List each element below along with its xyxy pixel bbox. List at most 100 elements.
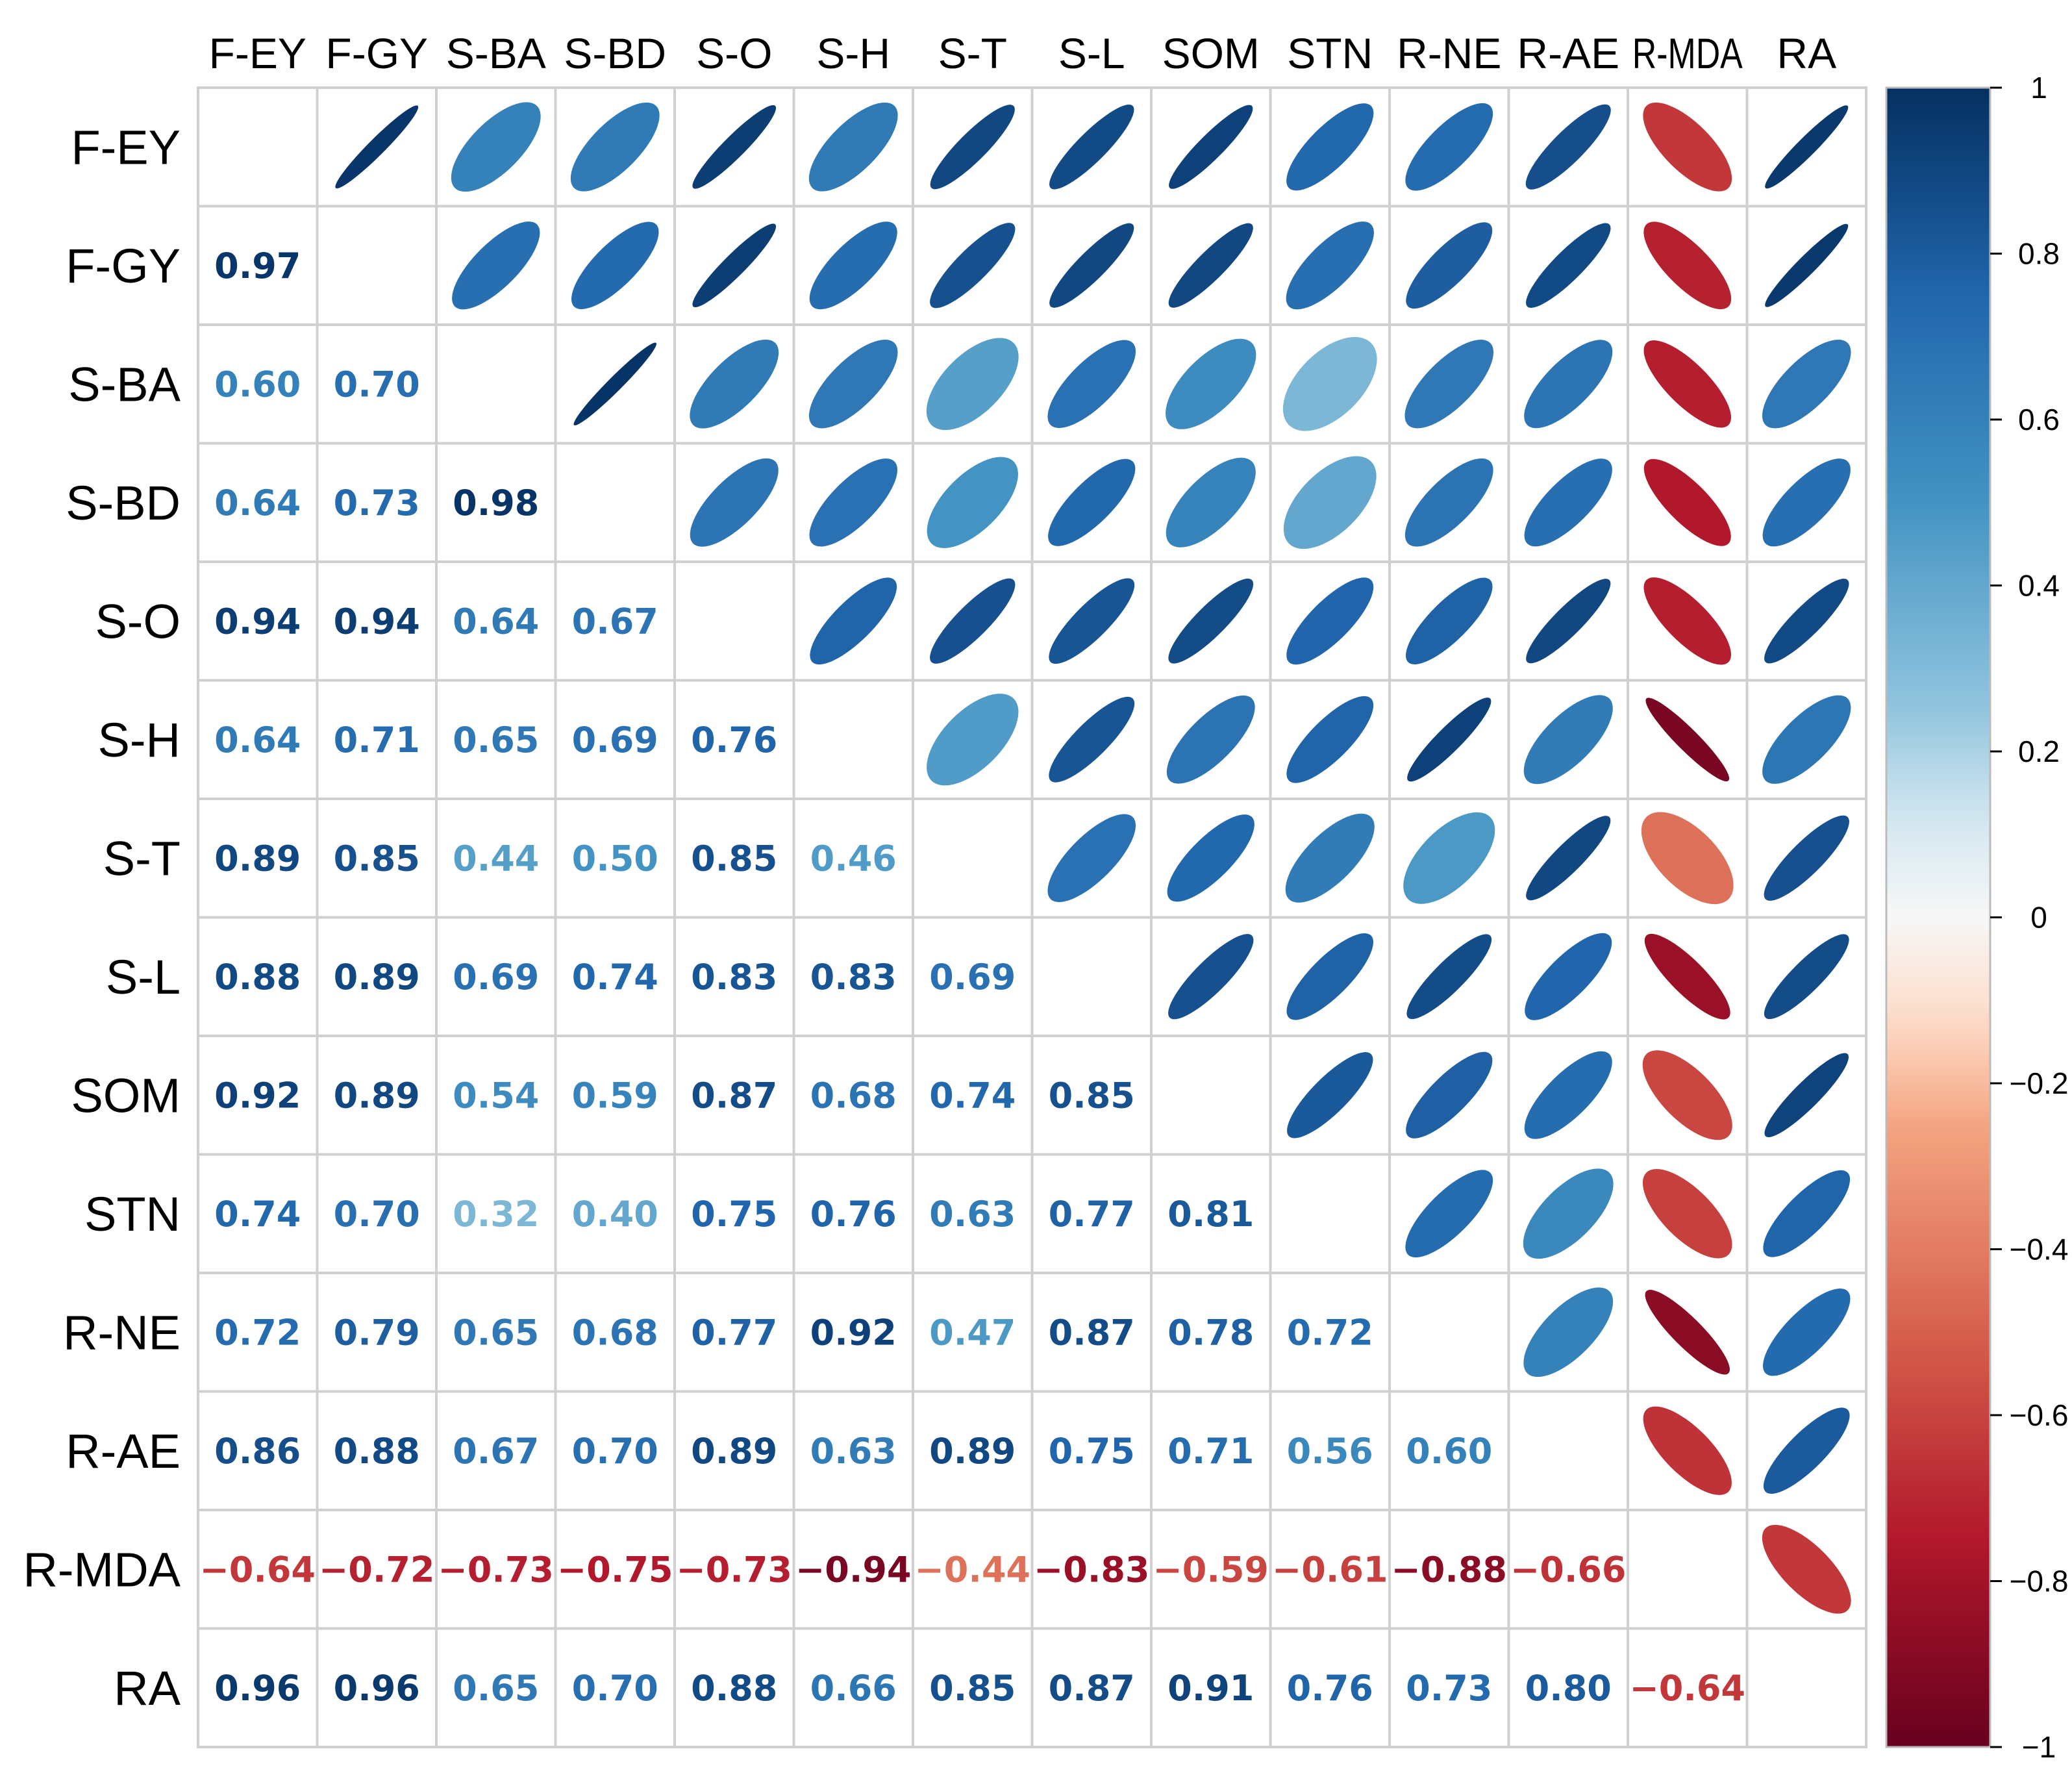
corr-ellipse-F-EY-R-NE bbox=[1405, 103, 1493, 191]
corr-value-R-AE-S-BA: 0.67 bbox=[453, 1431, 539, 1472]
corr-value-R-MDA-F-EY: −0.64 bbox=[200, 1549, 316, 1590]
corr-ellipse-S-T-R-MDA bbox=[1641, 812, 1734, 905]
colorbar-tick-label: −0.2 bbox=[2010, 1066, 2069, 1100]
corr-value-RA-S-H: 0.66 bbox=[810, 1668, 897, 1709]
colorbar: 1 0.8 0.6 0.4 0.2 0 −0.2 −0.4 −0.6 −0.8 −1 bbox=[1885, 71, 2069, 1764]
corr-value-S-BD-S-BA: 0.98 bbox=[453, 483, 539, 523]
corr-value-S-T-S-O: 0.85 bbox=[691, 838, 777, 879]
corr-ellipse-S-BD-S-H bbox=[809, 458, 898, 547]
corr-ellipse-S-BA-S-T bbox=[926, 338, 1019, 431]
corr-value-R-MDA-STN: −0.61 bbox=[1272, 1549, 1388, 1590]
corr-ellipse-F-GY-SOM bbox=[1168, 223, 1253, 308]
cell-S-T-F-EY bbox=[197, 798, 319, 919]
corr-value-R-NE-F-GY: 0.79 bbox=[334, 1312, 420, 1353]
corr-value-RA-F-GY: 0.96 bbox=[334, 1668, 420, 1709]
corr-value-R-MDA-S-H: −0.94 bbox=[795, 1549, 911, 1590]
corr-ellipse-S-BD-S-L bbox=[1048, 459, 1136, 546]
column-label-STN: STN bbox=[1287, 29, 1373, 77]
cell-S-L-S-O bbox=[673, 916, 795, 1037]
cell-STN-F-EY bbox=[197, 1153, 319, 1274]
corr-value-S-O-F-EY: 0.94 bbox=[214, 601, 301, 642]
corr-value-R-MDA-F-GY: −0.72 bbox=[319, 1549, 434, 1590]
corr-value-R-NE-F-EY: 0.72 bbox=[214, 1312, 301, 1353]
column-label-R-AE: R-AE bbox=[1517, 29, 1619, 77]
row-labels: F-EY F-GY S-BA S-BD S-O S-H S-T S-L SOM STN R-NE R-… bbox=[23, 120, 181, 1715]
cell-R-AE-R-AE bbox=[1507, 1390, 1629, 1511]
corr-ellipse-F-GY-R-AE bbox=[1526, 223, 1611, 308]
corr-ellipse-S-O-S-H bbox=[810, 577, 897, 665]
column-label-F-EY: F-EY bbox=[209, 29, 306, 77]
corr-value-R-NE-S-BA: 0.65 bbox=[453, 1312, 539, 1353]
corr-ellipse-S-H-S-T bbox=[927, 694, 1019, 786]
corr-value-S-BD-F-EY: 0.64 bbox=[214, 483, 301, 523]
corr-value-R-AE-S-BD: 0.70 bbox=[572, 1431, 658, 1472]
corr-ellipse-S-T-RA bbox=[1764, 815, 1849, 901]
corr-value-STN-F-EY: 0.74 bbox=[214, 1194, 301, 1235]
cell-S-H-S-BA bbox=[435, 679, 557, 800]
corr-ellipse-F-EY-STN bbox=[1286, 103, 1374, 191]
corr-value-S-T-S-BA: 0.44 bbox=[453, 838, 539, 879]
corr-value-STN-S-BD: 0.40 bbox=[572, 1194, 658, 1235]
cell-S-BD-S-BA bbox=[435, 442, 557, 563]
corr-value-SOM-F-GY: 0.89 bbox=[334, 1075, 420, 1116]
cell-S-BA-F-GY bbox=[316, 323, 438, 445]
corr-ellipse-S-BD-RA bbox=[1762, 459, 1851, 547]
cell-R-MDA-S-O bbox=[673, 1509, 795, 1630]
corr-value-S-L-S-BD: 0.74 bbox=[572, 957, 658, 998]
corr-value-S-L-F-EY: 0.88 bbox=[214, 957, 301, 998]
colorbar-tick-label: 0.6 bbox=[2018, 403, 2060, 436]
cell-S-T-S-BD bbox=[554, 798, 676, 919]
corr-ellipse-S-BD-SOM bbox=[1166, 457, 1256, 547]
corr-ellipse-S-BA-S-O bbox=[690, 339, 779, 429]
cell-S-O-F-GY bbox=[316, 560, 438, 682]
cell-R-MDA-S-H bbox=[792, 1509, 914, 1630]
corr-value-S-T-F-GY: 0.85 bbox=[334, 838, 420, 879]
corr-value-R-AE-S-T: 0.89 bbox=[929, 1431, 1016, 1472]
cell-RA-STN bbox=[1269, 1627, 1391, 1748]
corr-ellipse-R-NE-R-MDA bbox=[1645, 1290, 1730, 1375]
corr-ellipse-S-O-R-AE bbox=[1526, 579, 1611, 664]
corr-ellipse-S-H-R-NE bbox=[1407, 698, 1492, 782]
corr-value-R-NE-STN: 0.72 bbox=[1287, 1312, 1373, 1353]
column-labels: F-EY F-GY S-BA S-BD S-O S-H S-T S-L SOM STN R-NE R-… bbox=[209, 29, 1837, 77]
row-label-R-AE: R-AE bbox=[66, 1424, 181, 1478]
cell-R-MDA-R-MDA bbox=[1627, 1509, 1749, 1630]
corr-value-R-MDA-S-BD: −0.75 bbox=[557, 1549, 673, 1590]
cell-R-AE-S-BA bbox=[435, 1390, 557, 1511]
corr-value-SOM-S-O: 0.87 bbox=[691, 1075, 777, 1116]
corr-ellipse-S-H-STN bbox=[1286, 696, 1374, 783]
corr-value-S-BD-F-GY: 0.73 bbox=[334, 483, 420, 523]
row-label-S-O: S-O bbox=[95, 594, 181, 648]
corr-value-RA-S-O: 0.88 bbox=[691, 1668, 777, 1709]
corr-ellipse-S-BA-RA bbox=[1762, 339, 1851, 429]
cell-S-L-S-H bbox=[792, 916, 914, 1037]
cell-RA-SOM bbox=[1150, 1627, 1272, 1748]
cell-SOM-F-EY bbox=[197, 1035, 319, 1156]
corr-ellipse-R-AE-RA bbox=[1763, 1407, 1850, 1494]
matrix-grid: 0.97 0.60 0.70 0.64 0.73 0.98 0.94 0.94 0.64 0.67… bbox=[197, 86, 1867, 1748]
cell-STN-S-T bbox=[912, 1153, 1034, 1274]
corr-value-SOM-S-H: 0.68 bbox=[810, 1075, 897, 1116]
corr-ellipse-S-O-R-NE bbox=[1406, 577, 1493, 664]
corr-ellipse-F-EY-SOM bbox=[1169, 105, 1253, 189]
corr-ellipse-S-BA-SOM bbox=[1166, 338, 1256, 429]
corr-ellipse-S-O-RA bbox=[1764, 579, 1849, 664]
cell-S-L-S-BD bbox=[554, 916, 676, 1037]
corr-ellipse-S-H-R-AE bbox=[1523, 695, 1613, 785]
corr-ellipse-S-L-R-MDA bbox=[1644, 933, 1730, 1020]
corr-value-R-NE-S-H: 0.92 bbox=[810, 1312, 897, 1353]
corr-ellipse-S-BD-R-MDA bbox=[1643, 459, 1731, 546]
corr-ellipse-S-H-R-MDA bbox=[1645, 698, 1730, 782]
corr-ellipse-S-T-SOM bbox=[1167, 814, 1254, 902]
corr-value-RA-STN: 0.76 bbox=[1287, 1668, 1373, 1709]
row-label-S-BA: S-BA bbox=[68, 357, 181, 411]
corr-value-S-H-F-GY: 0.71 bbox=[334, 720, 420, 761]
cell-RA-S-T bbox=[912, 1627, 1034, 1748]
corr-ellipse-S-T-R-AE bbox=[1526, 816, 1611, 901]
cell-S-O-S-BD bbox=[554, 560, 676, 682]
colorbar-tick-label: −0.6 bbox=[2010, 1398, 2069, 1432]
corr-value-RA-R-NE: 0.73 bbox=[1406, 1668, 1492, 1709]
corr-ellipse-S-BA-S-BD bbox=[573, 342, 656, 425]
corr-ellipse-F-EY-R-MDA bbox=[1643, 102, 1732, 192]
